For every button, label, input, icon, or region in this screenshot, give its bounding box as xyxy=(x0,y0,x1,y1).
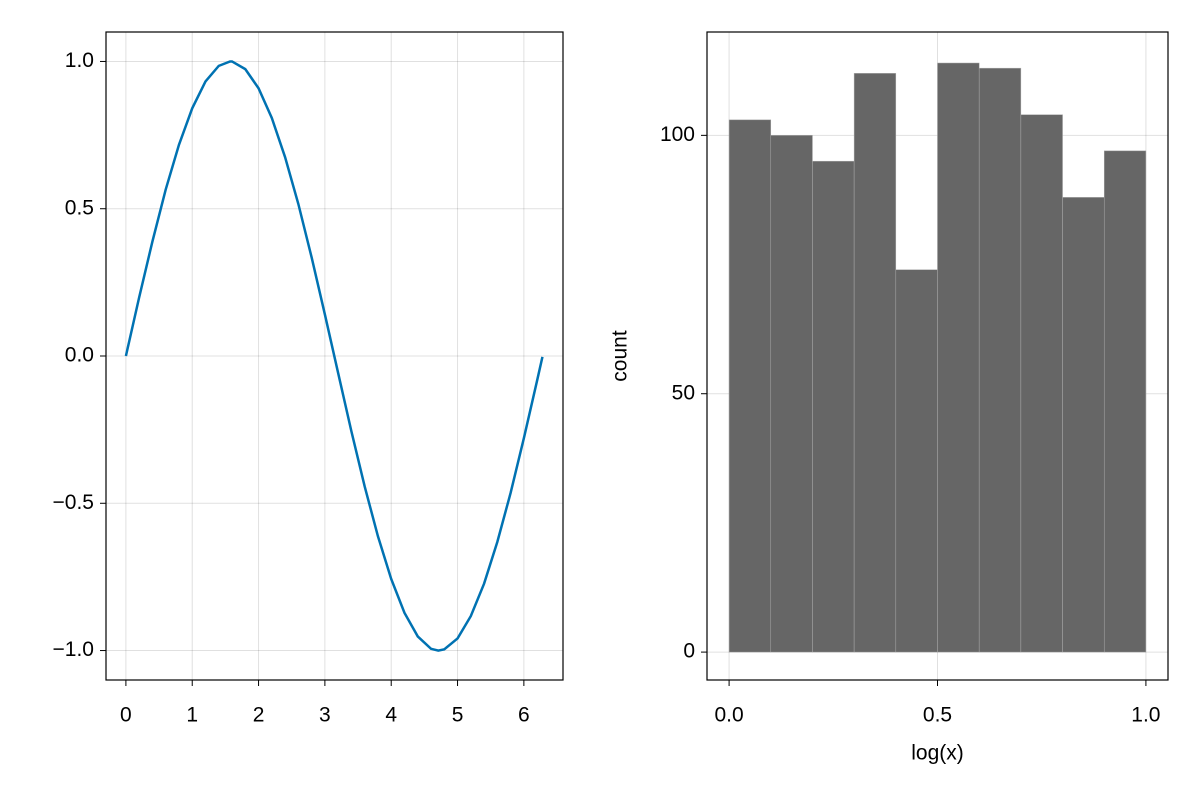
y-tick-label: 0.5 xyxy=(65,196,94,219)
y-tick-label: 0 xyxy=(683,640,695,663)
line xyxy=(124,60,544,652)
bar xyxy=(1020,114,1063,653)
x-tick-label: 3 xyxy=(319,704,331,727)
x-tick-label: 5 xyxy=(452,704,464,727)
bar xyxy=(812,160,855,653)
plot-frame xyxy=(706,31,1169,681)
y-tick-label: 50 xyxy=(672,381,695,404)
x-tick-label: 0 xyxy=(120,704,132,727)
y-axis-label: count xyxy=(609,330,632,382)
y-tick-label: 1.0 xyxy=(65,49,94,72)
x-axis-label: log(x) xyxy=(911,742,964,765)
y-tick-label: 100 xyxy=(660,123,695,146)
plot-frame xyxy=(105,31,564,681)
bar xyxy=(853,73,897,653)
x-tick-label: 1 xyxy=(186,704,198,727)
x-tick-label: 0.0 xyxy=(714,704,743,727)
bar xyxy=(895,269,938,653)
bar xyxy=(978,67,1022,653)
y-tick-label: −1.0 xyxy=(53,638,94,661)
x-tick-label: 2 xyxy=(253,704,265,727)
y-tick-label: 0.0 xyxy=(65,344,94,367)
y-tick-label: −0.5 xyxy=(53,491,94,514)
x-tick-label: 4 xyxy=(385,704,397,727)
x-tick-label: 0.5 xyxy=(923,704,952,727)
bar xyxy=(728,119,772,653)
bar xyxy=(770,135,813,653)
bar xyxy=(937,62,980,653)
bar xyxy=(1103,150,1147,653)
x-tick-label: 6 xyxy=(518,704,530,727)
x-tick-label: 1.0 xyxy=(1131,704,1160,727)
bar xyxy=(1062,197,1105,653)
